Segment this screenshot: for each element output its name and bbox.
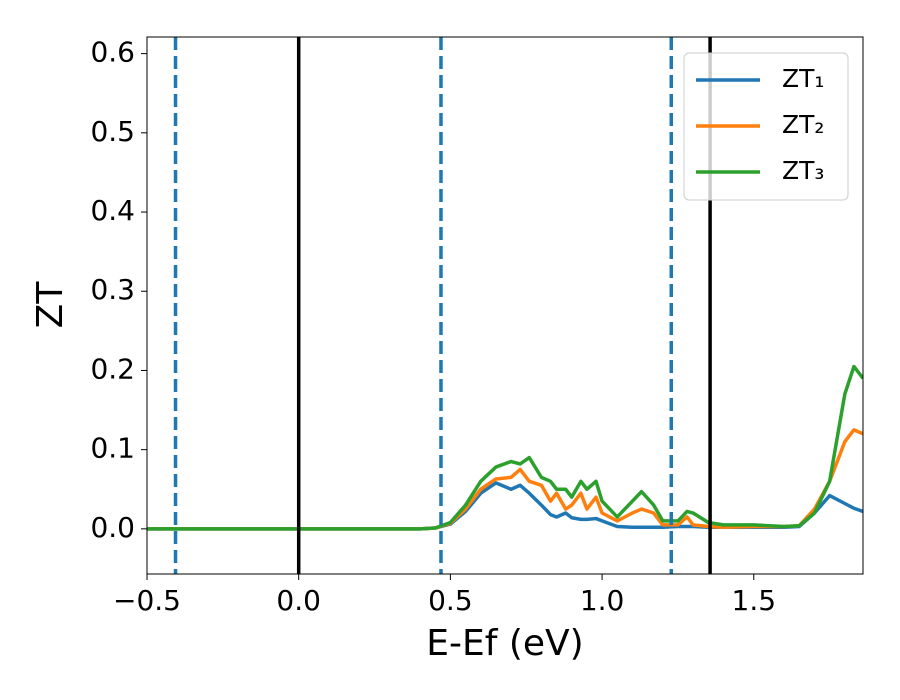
x-axis-label: E-Ef (eV) [426, 623, 583, 664]
x-tick-label: 0.0 [276, 584, 321, 617]
series-line [147, 364, 863, 531]
y-tick-label: 0.2 [90, 352, 135, 385]
y-tick-label: 0.4 [90, 194, 135, 227]
x-tick-label: 1.5 [732, 584, 777, 617]
plot-area [147, 364, 863, 531]
legend-label: ZT₁ [782, 64, 824, 93]
series-line [147, 428, 863, 531]
plot-frame [146, 36, 864, 575]
legend-label: ZT₂ [782, 110, 824, 139]
y-tick-label: 0.6 [90, 36, 135, 69]
legend-label: ZT₃ [782, 156, 824, 185]
y-tick-label: 0.1 [90, 432, 135, 465]
series-line [147, 481, 863, 531]
y-tick-label: 0.3 [90, 273, 135, 306]
x-tick-label: 0.5 [428, 584, 473, 617]
x-tick-label: −0.5 [113, 584, 181, 617]
y-tick-label: 0.0 [90, 511, 135, 544]
y-axis-label: ZT [30, 281, 71, 329]
legend-box [683, 52, 849, 201]
x-tick-label: 1.0 [580, 584, 625, 617]
y-tick-label: 0.5 [90, 115, 135, 148]
